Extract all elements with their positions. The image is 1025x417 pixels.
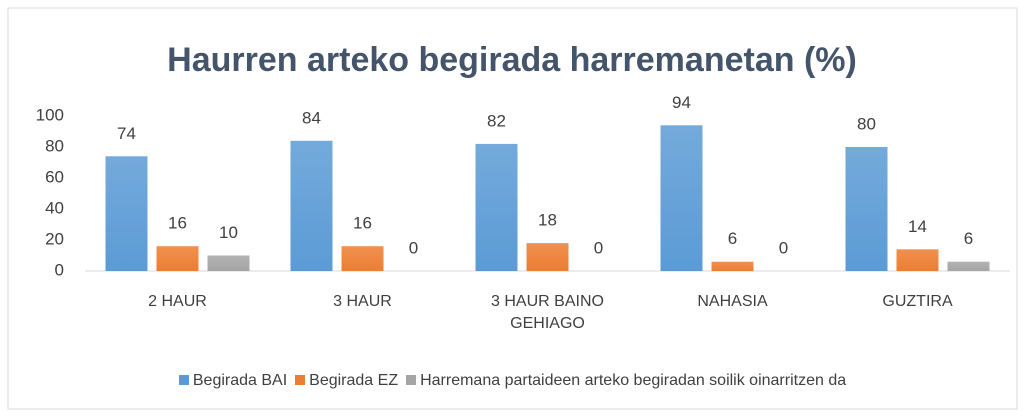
x-tick-label: NAHASIA xyxy=(697,293,768,310)
bar xyxy=(105,156,148,271)
y-tick-label: 20 xyxy=(45,229,64,248)
bar xyxy=(711,261,754,271)
x-tick-label: 3 HAUR BAINO GEHIAGO xyxy=(491,293,604,332)
data-label: 0 xyxy=(779,238,788,257)
bar xyxy=(947,261,990,271)
y-tick-label: 100 xyxy=(36,105,64,124)
y-tick-label: 0 xyxy=(55,260,64,279)
data-label: 10 xyxy=(219,223,238,242)
legend-label: Harremana partaideen arteko begiradan so… xyxy=(420,372,847,389)
bar xyxy=(896,249,939,271)
data-label: 6 xyxy=(964,229,973,248)
data-label: 80 xyxy=(857,114,876,133)
data-label: 0 xyxy=(594,238,603,257)
chart-title: Haurren arteko begirada harremanetan (%) xyxy=(167,41,857,79)
data-label: 18 xyxy=(538,211,557,230)
bar xyxy=(207,255,250,271)
legend-swatch xyxy=(295,375,306,385)
x-tick-label: 3 HAUR xyxy=(333,293,392,310)
bar xyxy=(845,147,888,271)
y-tick-label: 80 xyxy=(45,136,64,155)
data-label: 82 xyxy=(487,111,506,130)
bar xyxy=(290,140,333,271)
data-label: 74 xyxy=(117,124,136,143)
data-label: 16 xyxy=(168,214,187,233)
data-label: 0 xyxy=(409,238,418,257)
legend-swatch xyxy=(178,375,189,385)
bar xyxy=(156,246,199,271)
legend-item: Begirada BAI xyxy=(178,372,288,390)
bar xyxy=(526,243,569,271)
y-tick-label: 60 xyxy=(45,167,64,186)
legend: Begirada BAI Begirada EZ Harremana partaid… xyxy=(0,372,1025,390)
data-label: 14 xyxy=(908,217,927,236)
legend-swatch xyxy=(406,375,417,385)
legend-label: Begirada EZ xyxy=(309,372,399,389)
bar xyxy=(660,125,703,271)
legend-item: Harremana partaideen arteko begiradan so… xyxy=(406,372,846,390)
legend-item: Begirada EZ xyxy=(295,372,398,390)
data-label: 84 xyxy=(302,108,321,127)
data-label: 6 xyxy=(728,229,737,248)
data-label: 94 xyxy=(672,93,691,112)
x-tick-label: 2 HAUR xyxy=(148,293,207,310)
bar xyxy=(341,246,384,271)
bar xyxy=(475,143,518,271)
x-tick-label: GUZTIRA xyxy=(882,293,953,310)
y-tick-label: 40 xyxy=(45,198,64,217)
data-label: 16 xyxy=(353,214,372,233)
legend-label: Begirada BAI xyxy=(192,372,288,389)
